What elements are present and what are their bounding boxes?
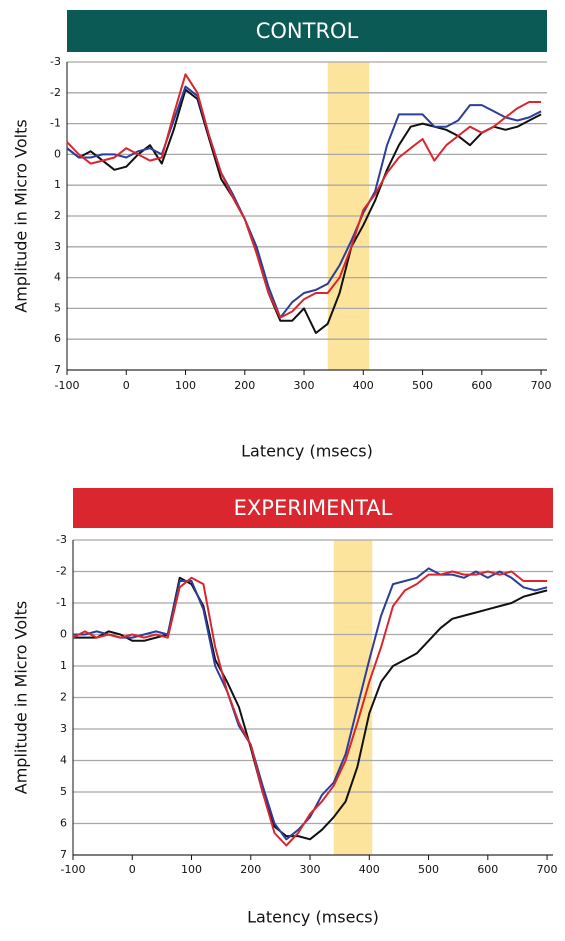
x-tick-label: 200 <box>240 863 261 876</box>
x-tick-label: 0 <box>123 379 130 392</box>
x-tick-label: -100 <box>61 863 86 876</box>
y-tick-label: 3 <box>60 722 67 735</box>
series-line <box>73 567 548 841</box>
x-tick-label: 600 <box>471 379 492 392</box>
y-axis-title: Amplitude in Micro Volts <box>12 601 31 794</box>
x-tick-label: 0 <box>129 863 136 876</box>
y-tick-label: 5 <box>54 301 61 314</box>
chart: EXPERIMENTAL -3 -2 -1 0 1 2 3 4 5 6 7 -100 0 100 200 300… <box>12 488 558 927</box>
x-tick-label: 300 <box>300 863 321 876</box>
y-tick-label: 7 <box>60 848 67 861</box>
series-line <box>73 576 548 841</box>
y-tick-label: 1 <box>60 659 67 672</box>
x-axis-title: Latency (msecs) <box>247 908 379 927</box>
x-tick-label: 400 <box>359 863 380 876</box>
y-tick-label: 4 <box>54 271 61 284</box>
y-tick-label: 4 <box>60 754 67 767</box>
x-tick-label: 300 <box>294 379 315 392</box>
y-tick-label: 6 <box>54 332 61 345</box>
x-tick-label: 700 <box>531 379 552 392</box>
x-tick-label: 500 <box>412 379 433 392</box>
y-tick-label: 3 <box>54 240 61 253</box>
y-tick-label: -2 <box>50 86 61 99</box>
chart: CONTROL -3 -2 -1 0 1 2 3 4 5 6 7 -100 0 100 200 300 400 50… <box>12 10 552 461</box>
y-tick-label: 5 <box>60 785 67 798</box>
x-tick-label: 500 <box>418 863 439 876</box>
x-axis-title: Latency (msecs) <box>241 442 373 461</box>
y-tick-label: 2 <box>60 691 67 704</box>
y-tick-label: -2 <box>56 565 67 578</box>
y-tick-label: 0 <box>54 147 61 160</box>
x-tick-label: 100 <box>175 379 196 392</box>
x-tick-label: 600 <box>477 863 498 876</box>
y-tick-label: -1 <box>56 596 67 609</box>
series-line <box>66 73 542 319</box>
y-tick-label: 1 <box>54 178 61 191</box>
y-axis-title: Amplitude in Micro Volts <box>12 119 31 312</box>
title-banner <box>67 10 547 52</box>
y-tick-label: -1 <box>50 117 61 130</box>
x-tick-label: -100 <box>55 379 80 392</box>
y-tick-label: -3 <box>50 55 61 68</box>
x-tick-label: 700 <box>537 863 558 876</box>
title-banner <box>73 488 553 528</box>
series-line <box>66 85 542 319</box>
y-tick-label: 7 <box>54 363 61 376</box>
x-tick-label: 100 <box>181 863 202 876</box>
y-tick-label: 0 <box>60 628 67 641</box>
chart-title: CONTROL <box>256 19 359 43</box>
series-line <box>72 570 548 847</box>
chart-title: EXPERIMENTAL <box>234 496 393 520</box>
y-tick-label: 6 <box>60 817 67 830</box>
x-tick-label: 400 <box>353 379 374 392</box>
y-tick-label: 2 <box>54 209 61 222</box>
y-tick-label: -3 <box>56 533 67 546</box>
x-tick-label: 200 <box>234 379 255 392</box>
